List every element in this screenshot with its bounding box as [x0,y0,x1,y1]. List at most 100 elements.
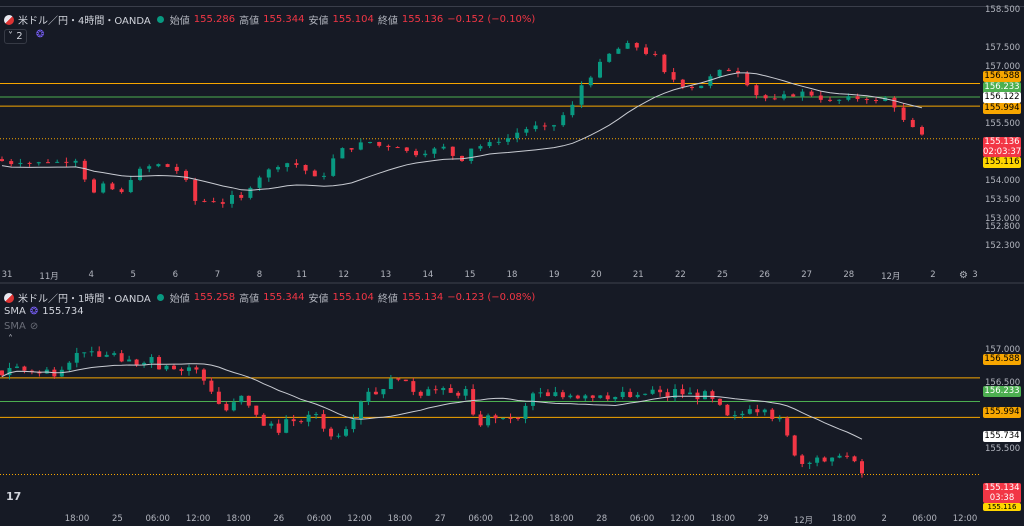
time-tick-label: 31 [1,270,13,280]
time-tick-label: 13 [380,270,392,280]
time-tick-label: 18:00 [710,514,736,524]
candle-body [441,146,446,149]
sma-label: SMA [4,306,26,317]
candle-body [791,94,796,97]
candle-body [142,362,147,366]
usdjpy-logo-icon [4,292,14,303]
pane-separator[interactable] [0,282,1024,284]
high-value: 155.344 [263,292,305,303]
candle-body [64,161,69,163]
candle-body [119,353,124,362]
chart-canvas-4h[interactable] [0,0,1024,282]
chart-pane-1h[interactable]: 米ドル／円・1時間・OANDA 始値 155.258 高値 155.344 安値… [0,284,1024,526]
candle-body [448,388,453,393]
price-tick-label: 152.800 [985,221,1021,232]
time-tick-label: 6 [172,270,179,280]
candle-body [579,85,584,105]
time-tick-label: 2 [930,270,936,280]
candle-body [725,404,730,416]
candle-body [837,99,842,101]
candle-body [605,395,610,400]
candle-body [665,392,670,398]
legend-4h: 米ドル／円・4時間・OANDA 始値 155.286 高値 155.344 安値… [4,12,535,27]
price-tick-label: 157.000 [985,344,1021,355]
candle-body [552,125,556,127]
eye-off-icon[interactable]: ⊘ [29,321,39,332]
last-price-tag: 155.136 02:03:37 [983,137,1021,157]
candle-body [381,389,386,395]
candle-body [89,351,94,353]
candle-body [892,97,897,108]
high-label: 高値 [239,294,260,305]
candle-body [239,395,244,403]
candle-body [920,127,924,135]
hline-tag-156588: 156.588 [983,71,1021,82]
low-label: 安値 [308,16,329,27]
price-tick-label: 157.500 [985,42,1021,53]
symbol-title[interactable]: 米ドル／円・1時間・OANDA [18,294,151,305]
candle-body [732,415,737,417]
candle-body [560,392,565,398]
candle-body [469,148,474,162]
candle-body [433,389,438,391]
time-tick-label: 27 [434,514,446,524]
time-tick-label: 19 [548,270,560,280]
time-tick-label: 06:00 [912,514,937,524]
candle-body [340,148,345,159]
time-tick-label: 26 [273,514,285,524]
time-tick-label: 06:00 [145,514,170,524]
sma-line [1,72,923,191]
indicator-icon[interactable]: ❂ [29,306,39,317]
chart-canvas-1h[interactable] [0,284,1024,523]
sma-value: 155.734 [42,306,84,317]
candle-body [312,170,317,177]
candle-body [321,414,326,429]
candle-body [239,194,244,198]
candle-body [276,167,280,170]
candle-body [82,352,87,354]
candle-body [598,61,602,78]
candle-body [538,392,543,394]
candle-body [261,414,266,426]
indicator-icon[interactable]: ❂ [36,29,45,40]
tradingview-logo[interactable]: 17 [6,490,22,503]
candle-body [411,381,416,392]
candle-body [73,160,78,163]
candle-body [650,389,655,394]
candle-body [246,395,251,406]
candle-body [662,54,667,73]
candle-body [331,158,336,176]
indicator-toggle-button[interactable]: ˅ 2 [4,29,27,44]
sma-legend-1[interactable]: SMA ❂ 155.734 [4,306,84,317]
time-tick-label: 14 [422,270,434,280]
candle-body [209,380,214,392]
chart-pane-4h[interactable]: 米ドル／円・4時間・OANDA 始値 155.286 高値 155.344 安値… [0,0,1024,282]
gear-icon[interactable]: ⚙ [959,270,968,281]
candle-body [18,162,23,165]
candle-body [55,161,60,163]
candle-body [254,405,259,415]
candle-body [553,392,558,397]
time-tick-label: 12:00 [347,514,372,524]
price-tick-label: 158.500 [985,4,1021,15]
candle-body [0,159,4,162]
symbol-title[interactable]: 米ドル／円・4時間・OANDA [18,16,151,27]
candle-body [533,125,538,130]
candle-body [29,370,34,372]
time-tick-label: 06:00 [306,514,332,524]
extra-price-tag: 155.116 [983,503,1021,511]
candle-body [388,378,393,390]
candle-body [855,96,860,100]
candle-body [127,359,132,362]
price-tick-label: 155.500 [985,118,1021,129]
candle-body [299,421,304,423]
price-tick-label: 153.500 [985,194,1021,205]
time-tick-label: 27 [801,270,813,280]
candle-body [478,414,483,426]
sma-legend-2[interactable]: SMA ⊘ [4,321,38,332]
candle-body [845,455,850,457]
candle-body [284,419,289,433]
time-tick-label: 11月 [39,272,59,282]
chevron-up-icon[interactable]: ˄ [8,334,13,345]
candle-body [830,457,835,462]
